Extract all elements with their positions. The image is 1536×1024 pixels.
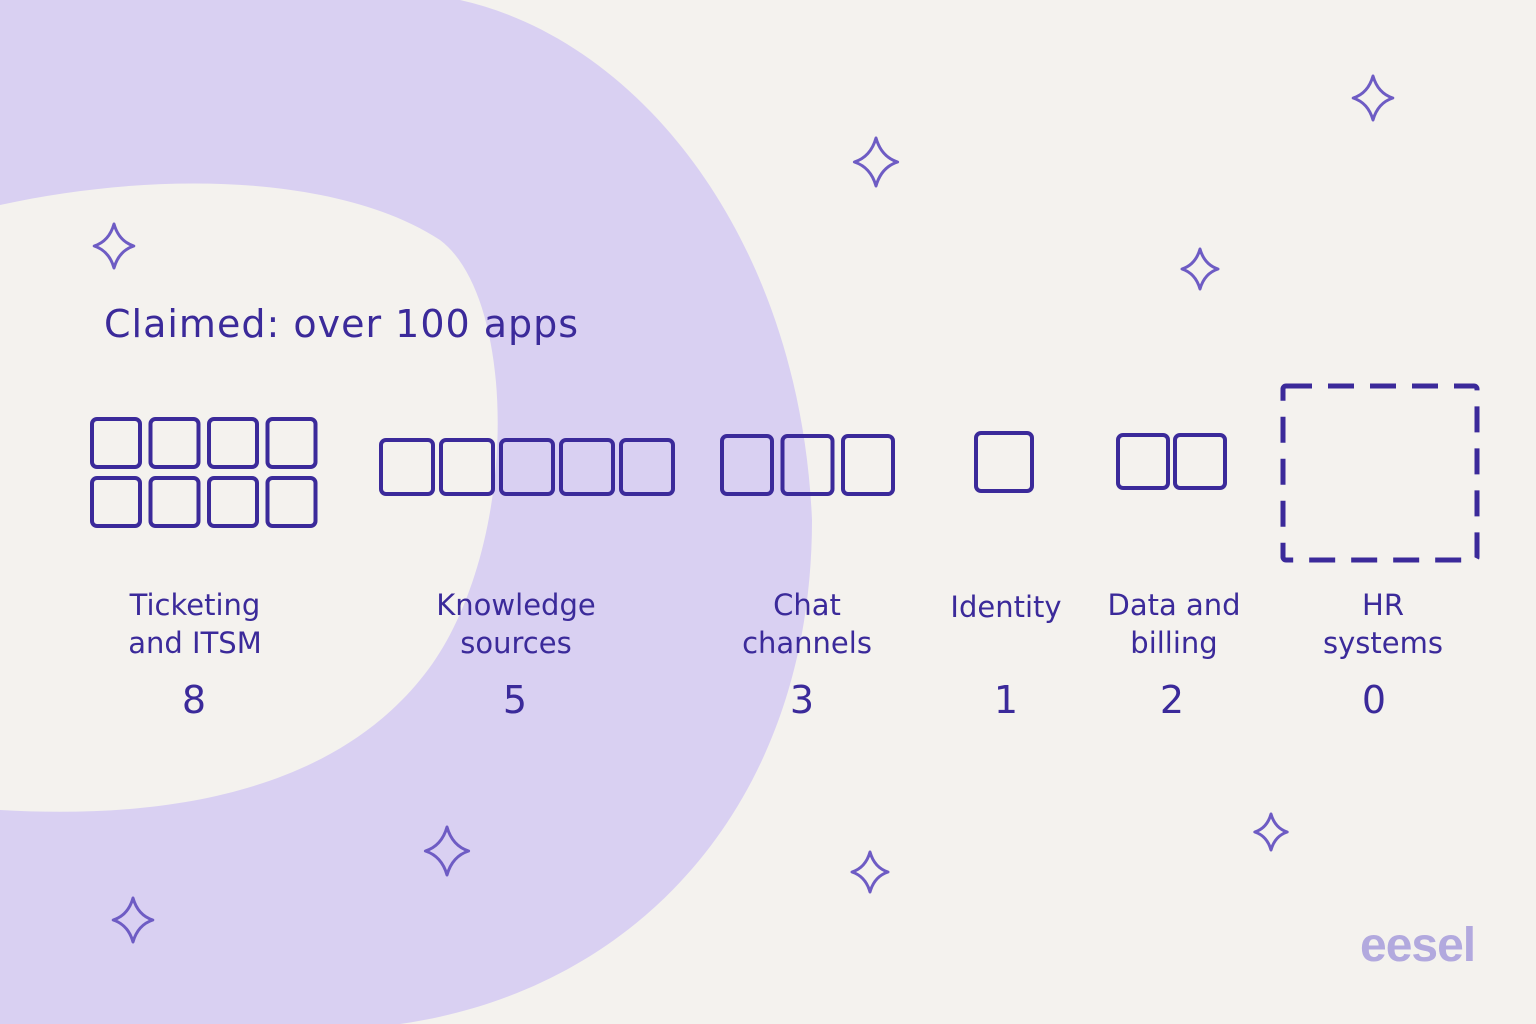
category-count-identity: 1 — [993, 678, 1019, 722]
claimed-title: Claimed: over 100 apps — [104, 302, 580, 346]
app-box-icon — [90, 476, 142, 528]
app-box-icon — [499, 438, 555, 496]
app-box-icon — [619, 438, 675, 496]
sparkles — [92, 74, 1395, 944]
background-ring — [0, 0, 812, 1024]
category-label-identity: Identity — [950, 590, 1062, 624]
app-box-icon — [265, 417, 318, 469]
sparkle-icon — [1253, 812, 1289, 852]
sparkle-icon — [423, 825, 471, 877]
app-box-icon — [439, 438, 495, 496]
app-box-icon — [379, 438, 435, 496]
app-box-icon — [148, 476, 201, 528]
sparkle-icon — [1180, 247, 1220, 291]
sparkle-icon — [92, 222, 136, 270]
app-box-icon — [720, 434, 774, 496]
category-count-data-billing: 2 — [1159, 678, 1185, 722]
category-count-knowledge: 5 — [502, 678, 528, 722]
category-count-ticketing: 8 — [181, 678, 207, 722]
category-label-chat: Chat channels — [742, 588, 872, 660]
category-label-knowledge: Knowledge sources — [436, 588, 596, 660]
app-box-icon — [841, 434, 895, 496]
app-boxes — [90, 417, 1227, 528]
sparkle-icon — [111, 896, 155, 944]
category-label-data-billing: Data and billing — [1107, 588, 1241, 660]
app-box-icon — [780, 434, 835, 496]
app-box-icon — [1116, 433, 1170, 490]
app-box-icon — [559, 438, 615, 496]
sparkle-icon — [852, 136, 900, 188]
app-box-icon — [90, 417, 142, 469]
app-box-icon — [207, 417, 259, 469]
eesel-logo: eesel — [1360, 919, 1476, 972]
sparkle-icon — [1351, 74, 1395, 122]
category-count-chat: 3 — [789, 678, 815, 722]
sparkle-icon — [850, 850, 890, 894]
app-box-icon — [207, 476, 259, 528]
category-count-hr: 0 — [1361, 678, 1387, 722]
empty-placeholder-icon — [1280, 383, 1480, 563]
category-label-ticketing: Ticketing and ITSM — [128, 588, 262, 660]
app-box-icon — [1173, 433, 1227, 490]
app-box-icon — [974, 431, 1034, 493]
app-box-icon — [148, 417, 201, 469]
category-label-hr: HR systems — [1323, 588, 1443, 660]
app-box-icon — [265, 476, 318, 528]
